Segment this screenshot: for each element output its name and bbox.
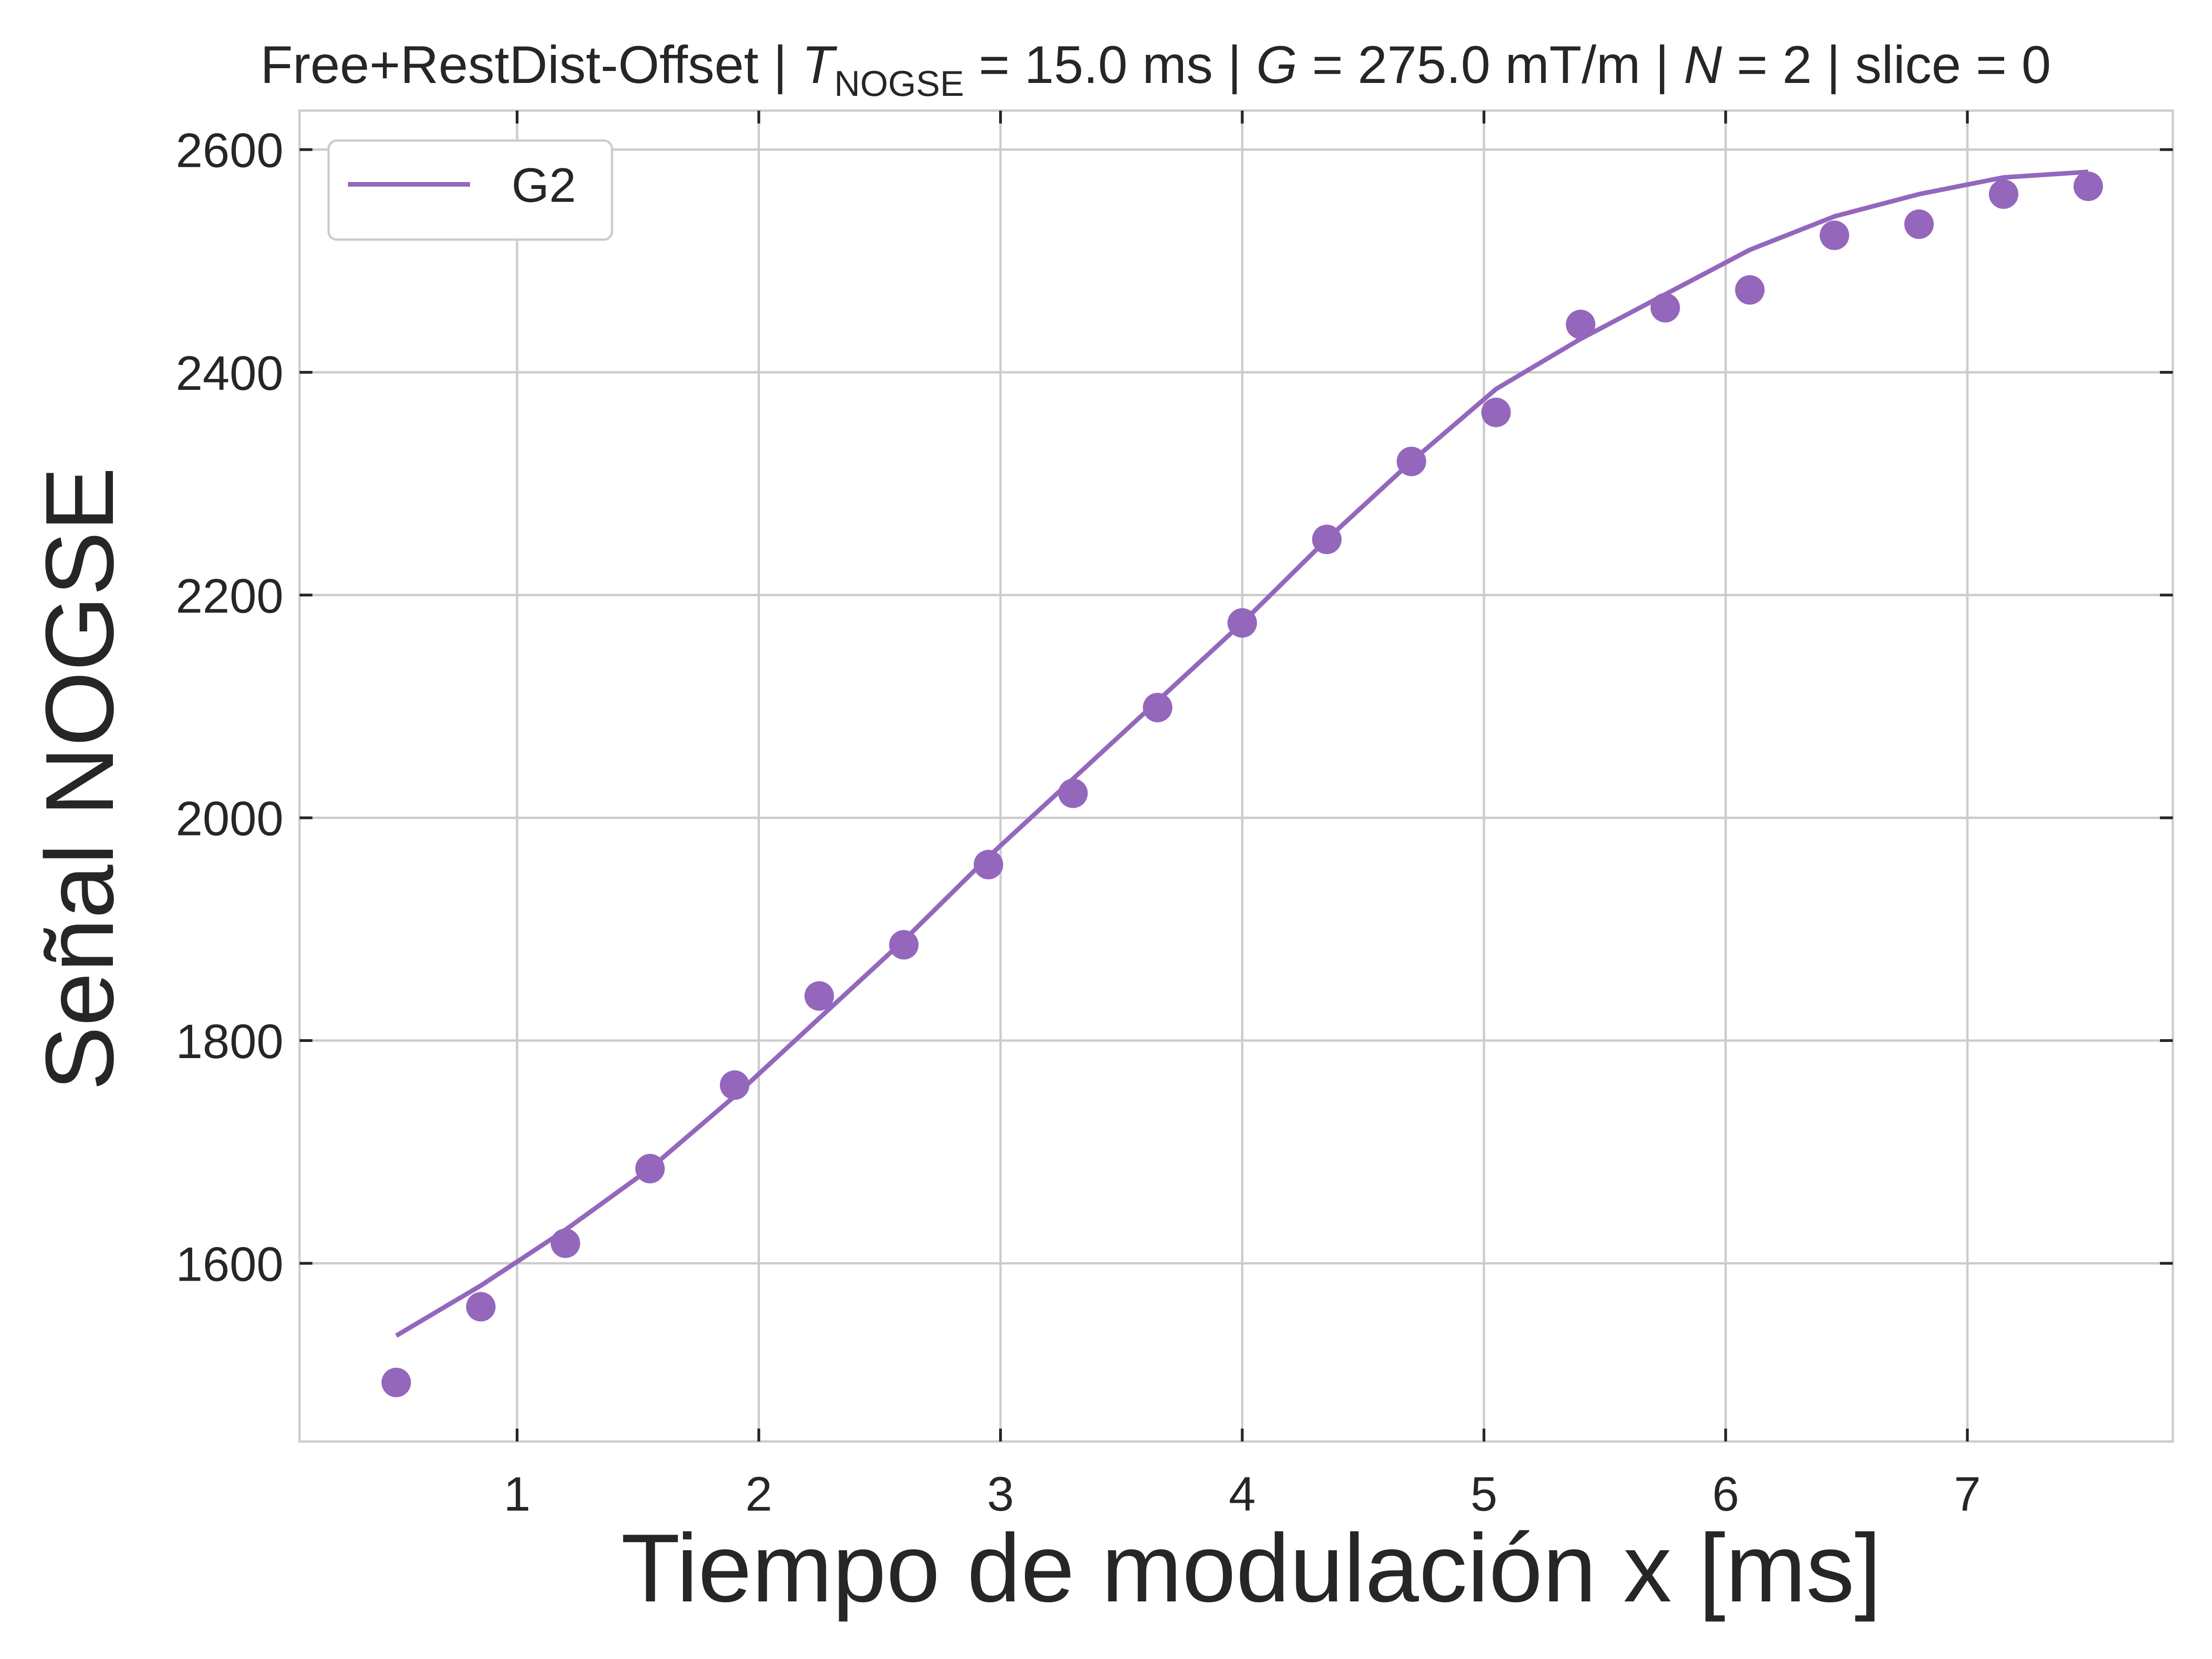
data-point: [550, 1228, 580, 1258]
x-tick-label: 2: [745, 1467, 772, 1521]
title-t-symbol: T: [802, 35, 838, 94]
data-point: [1565, 310, 1595, 340]
data-point: [973, 850, 1003, 880]
title-n-value: = 2 | slice = 0: [1722, 35, 2051, 94]
data-point: [1904, 209, 1934, 239]
ticks: 1 2 3 4 5 6 7 1600 1800 2000 2200 2400 2600: [176, 111, 2173, 1521]
data-point: [1650, 293, 1680, 323]
data-point: [2073, 171, 2103, 201]
title-prefix: Free+RestDist-Offset |: [260, 35, 802, 94]
data-point: [1735, 275, 1765, 305]
y-tick-label: 2600: [176, 124, 283, 178]
grid: [300, 111, 2173, 1441]
plot-frame: [298, 109, 2174, 1443]
series-layer: [381, 169, 2103, 1397]
title-n-symbol: N: [1684, 35, 1723, 94]
x-tick-label: 6: [1712, 1467, 1739, 1521]
legend: G2: [327, 139, 613, 241]
data-point: [1312, 524, 1342, 554]
y-axis-title: Señal NOGSE: [25, 467, 134, 1091]
data-point: [381, 1367, 411, 1397]
x-tick-label: 4: [1229, 1467, 1255, 1521]
y-tick-label: 2200: [176, 569, 283, 623]
data-point: [889, 930, 919, 960]
title-t-value: = 15.0 ms |: [964, 35, 1256, 94]
data-point: [1227, 608, 1257, 638]
data-point: [720, 1070, 750, 1100]
data-point: [1143, 693, 1173, 723]
data-point: [804, 981, 834, 1011]
data-point: [1819, 220, 1849, 250]
data-point: [635, 1153, 665, 1183]
x-axis-title: Tiempo de modulación x [ms]: [621, 1514, 1881, 1622]
x-tick-label: 3: [987, 1467, 1014, 1521]
x-tick-label: 1: [504, 1467, 530, 1521]
data-point: [1058, 778, 1088, 808]
y-tick-label: 2000: [176, 792, 283, 846]
legend-label-g2: G2: [512, 159, 576, 212]
legend-box: [327, 139, 613, 241]
title-g-symbol: G: [1256, 35, 1297, 94]
y-tick-label: 1600: [176, 1237, 283, 1291]
y-tick-label: 2400: [176, 347, 283, 400]
chart-title: Free+RestDist-Offset | TNOGSE = 15.0 ms …: [260, 35, 2051, 104]
data-point: [1396, 447, 1426, 477]
y-tick-label: 1800: [176, 1015, 283, 1069]
data-point: [1988, 179, 2018, 209]
data-point: [466, 1292, 496, 1322]
title-t-subscript: NOGSE: [834, 63, 964, 104]
x-tick-label: 7: [1954, 1467, 1981, 1521]
data-point: [1481, 397, 1511, 427]
x-tick-label: 5: [1471, 1467, 1497, 1521]
title-g-value: = 275.0 mT/m |: [1297, 35, 1683, 94]
